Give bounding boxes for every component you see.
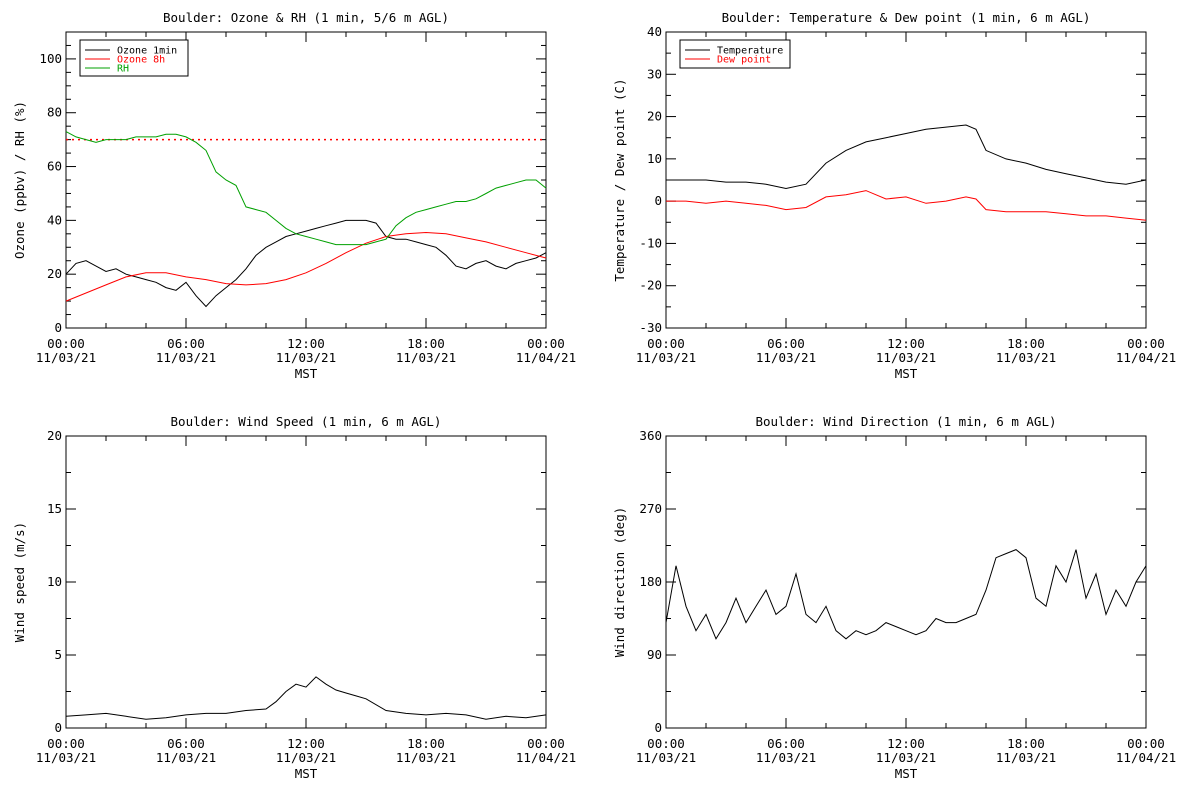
series-line-1 xyxy=(665,549,1147,640)
x-tick-label: 00:00 11/04/21 xyxy=(516,736,576,765)
x-tick-label: 00:00 11/04/21 xyxy=(516,336,576,365)
chart-title: Boulder: Wind Direction (1 min, 6 m AGL) xyxy=(755,414,1056,429)
y-tick-label: 15 xyxy=(47,501,62,516)
y-tick-label: 20 xyxy=(47,428,62,443)
x-tick-label: 06:00 11/03/21 xyxy=(756,736,816,765)
chart-title: Boulder: Ozone & RH (1 min, 5/6 m AGL) xyxy=(163,10,449,25)
x-tick-label: 18:00 11/03/21 xyxy=(396,336,456,365)
x-tick-label: 00:00 11/03/21 xyxy=(36,336,96,365)
y-tick-label: 180 xyxy=(639,574,662,589)
x-tick-label: 18:00 11/03/21 xyxy=(996,336,1056,365)
y-tick-label: -30 xyxy=(639,320,662,335)
y-tick-label: 60 xyxy=(47,159,62,174)
legend-label: Dew point xyxy=(717,55,771,66)
y-tick-label: 270 xyxy=(639,501,662,516)
y-tick-label: 360 xyxy=(639,428,662,443)
x-axis-label: MST xyxy=(895,366,918,381)
y-tick-label: 80 xyxy=(47,105,62,120)
series-line-ozone-1min xyxy=(65,219,547,308)
chart-panel-4: Boulder: Wind Direction (1 min, 6 m AGL)… xyxy=(612,414,1176,781)
series-line-temperature xyxy=(666,124,1147,190)
y-axis-label: Wind direction (deg) xyxy=(612,507,627,658)
y-tick-label: 0 xyxy=(654,720,662,735)
y-tick-label: 0 xyxy=(654,193,662,208)
plot-frame xyxy=(665,31,1147,329)
x-axis-label: MST xyxy=(895,766,918,781)
x-tick-label: 00:00 11/04/21 xyxy=(1116,336,1176,365)
x-tick-label: 12:00 11/03/21 xyxy=(276,336,336,365)
y-tick-label: 20 xyxy=(47,266,62,281)
x-tick-label: 18:00 11/03/21 xyxy=(396,736,456,765)
x-tick-label: 00:00 11/03/21 xyxy=(636,736,696,765)
legend-label: Ozone 8h xyxy=(117,55,165,66)
chart-title: Boulder: Wind Speed (1 min, 6 m AGL) xyxy=(171,414,442,429)
series-line-rh xyxy=(65,131,547,246)
plot-frame xyxy=(665,435,1147,729)
x-tick-label: 00:00 11/03/21 xyxy=(36,736,96,765)
x-tick-label: 00:00 11/04/21 xyxy=(1116,736,1176,765)
y-tick-label: 30 xyxy=(647,66,662,81)
y-tick-label: 0 xyxy=(54,320,62,335)
legend-label: Ozone 1min xyxy=(117,46,177,57)
x-tick-label: 06:00 11/03/21 xyxy=(756,336,816,365)
y-axis-label: Wind speed (m/s) xyxy=(12,522,27,642)
series-line-ozone-8h xyxy=(65,231,547,302)
x-tick-label: 18:00 11/03/21 xyxy=(996,736,1056,765)
plot-frame xyxy=(65,435,547,729)
y-tick-label: 40 xyxy=(47,212,62,227)
chart-panel-3: Boulder: Wind Speed (1 min, 6 m AGL) 0 5 10… xyxy=(12,414,576,781)
chart-panel-1: Boulder: Ozone & RH (1 min, 5/6 m AGL) 0 2… xyxy=(12,10,576,381)
y-tick-label: 20 xyxy=(647,109,662,124)
legend-box xyxy=(79,39,189,77)
y-tick-label: 10 xyxy=(647,151,662,166)
x-axis-label: MST xyxy=(295,766,318,781)
series-line-1 xyxy=(65,676,547,720)
x-tick-label: 12:00 11/03/21 xyxy=(876,336,936,365)
legend-label: RH xyxy=(117,64,129,75)
legend-box xyxy=(679,39,791,69)
y-tick-label: 100 xyxy=(39,51,62,66)
y-axis-label: Temperature / Dew point (C) xyxy=(612,78,627,281)
x-tick-label: 06:00 11/03/21 xyxy=(156,336,216,365)
x-axis-label: MST xyxy=(295,366,318,381)
y-tick-label: 5 xyxy=(54,647,62,662)
x-tick-label: 12:00 11/03/21 xyxy=(276,736,336,765)
x-tick-label: 12:00 11/03/21 xyxy=(876,736,936,765)
y-tick-label: 10 xyxy=(47,574,62,589)
y-tick-label: 40 xyxy=(647,24,662,39)
legend-label: Temperature xyxy=(717,46,783,57)
y-tick-label: 0 xyxy=(54,720,62,735)
chart-panel-2: Boulder: Temperature & Dew point (1 min,… xyxy=(612,10,1176,381)
y-tick-label: -20 xyxy=(639,278,662,293)
y-tick-label: -10 xyxy=(639,235,662,250)
x-tick-label: 06:00 11/03/21 xyxy=(156,736,216,765)
series-line-dew-point xyxy=(666,190,1147,221)
y-axis-label: Ozone (ppbv) / RH (%) xyxy=(12,101,27,259)
x-tick-label: 00:00 11/03/21 xyxy=(636,336,696,365)
chart-title: Boulder: Temperature & Dew point (1 min,… xyxy=(722,10,1091,25)
y-tick-label: 90 xyxy=(647,647,662,662)
